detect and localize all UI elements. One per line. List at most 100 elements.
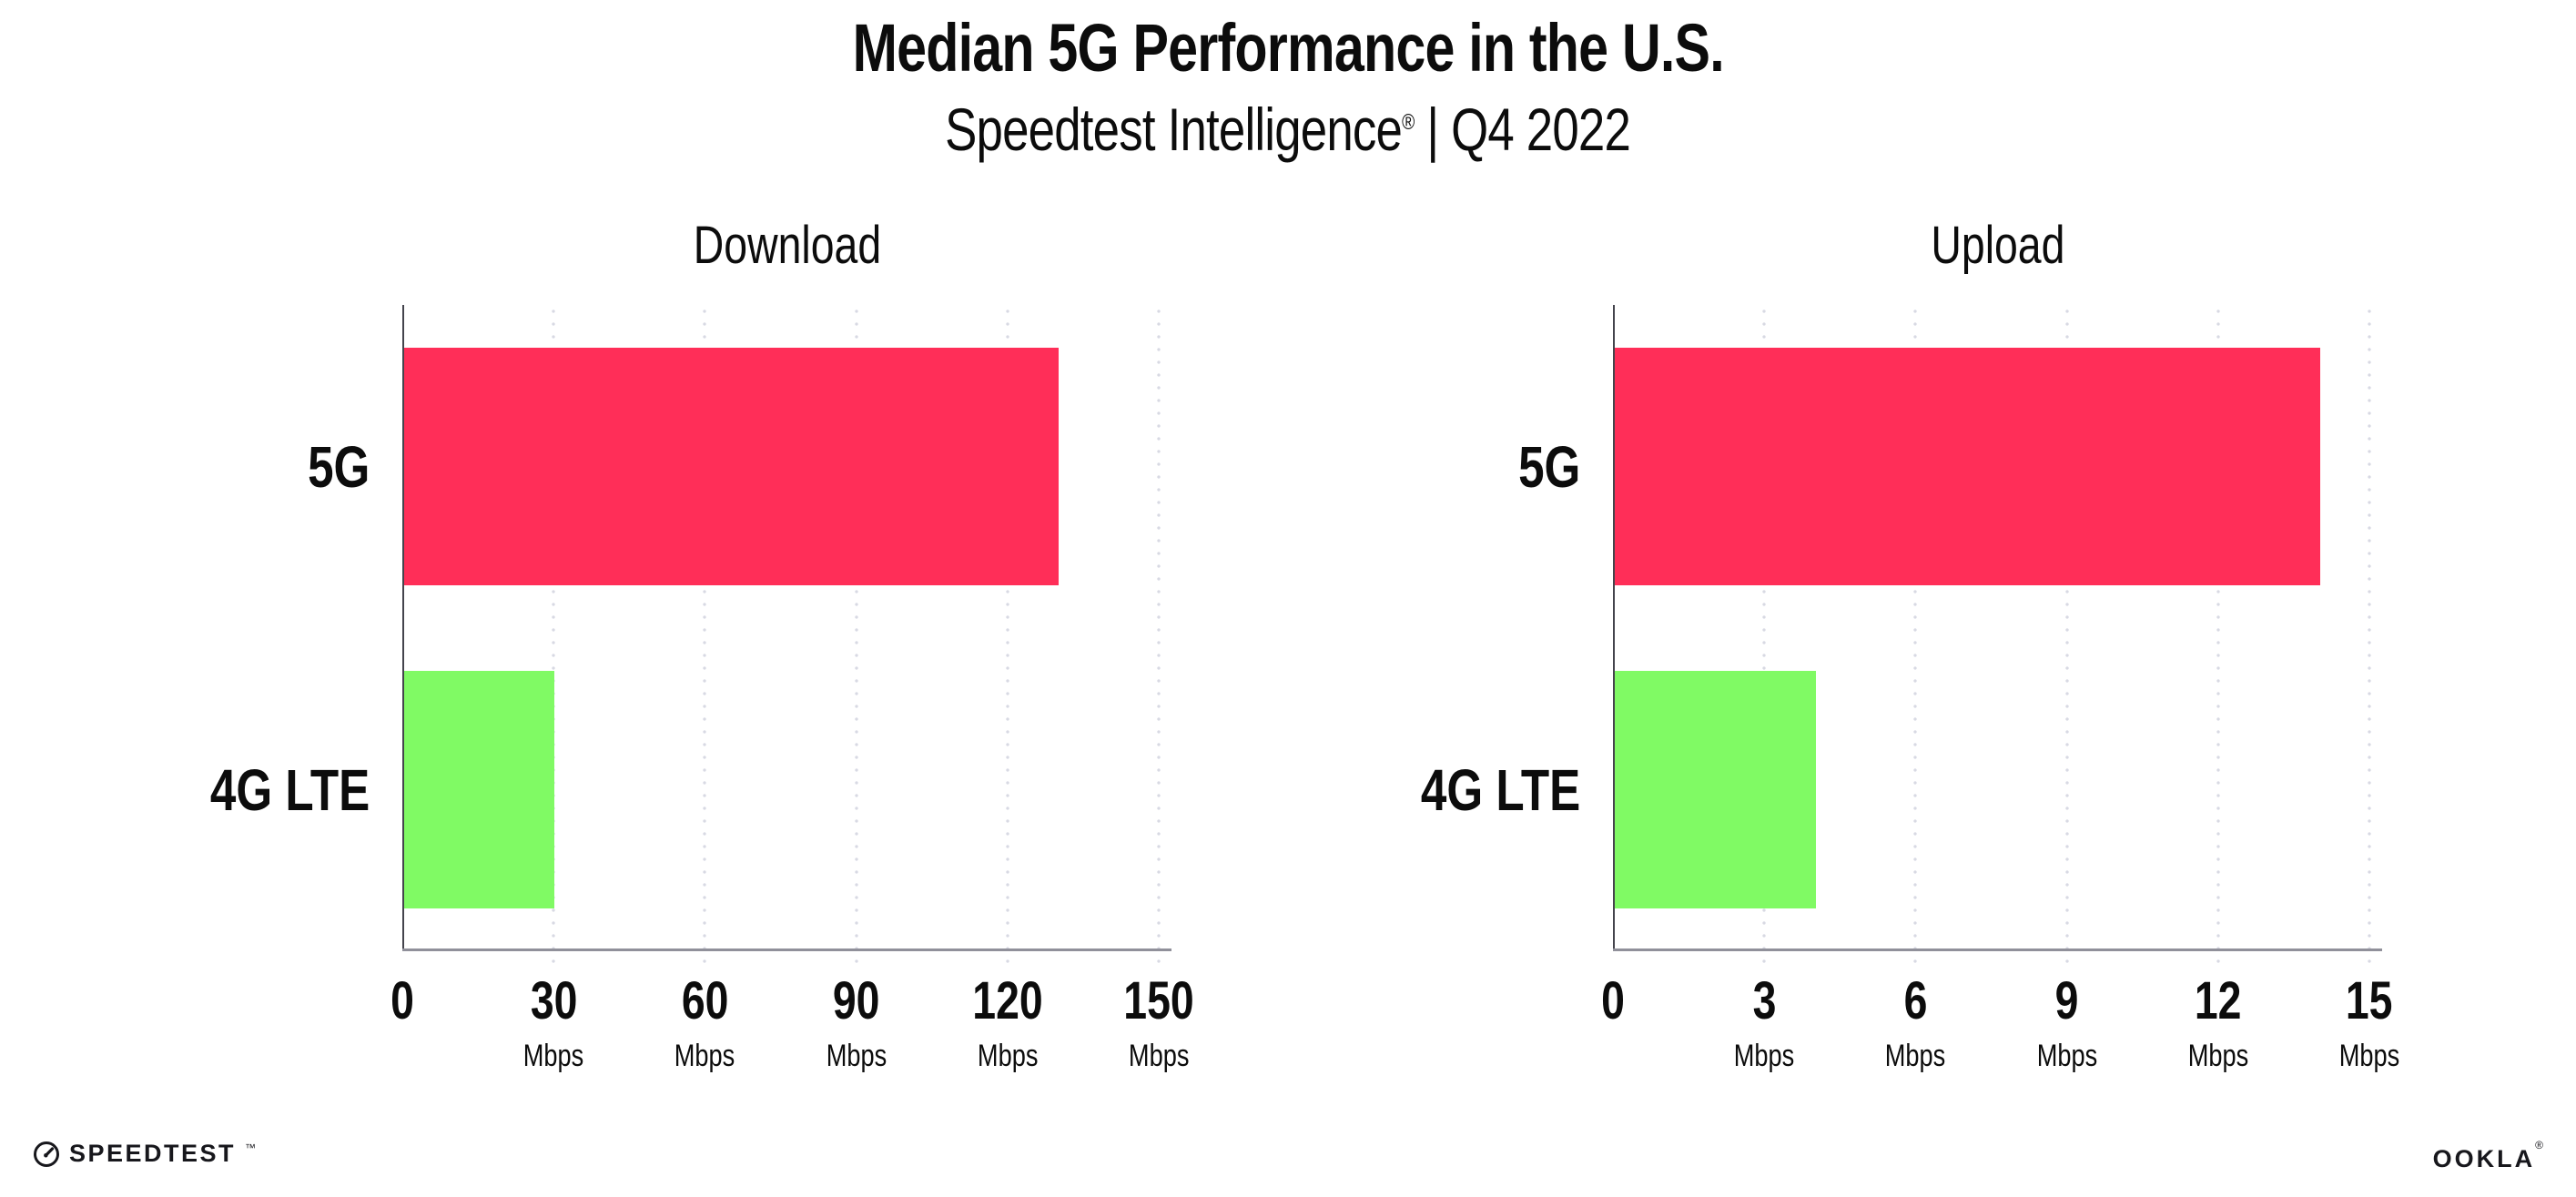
x-tick-value: 9: [2029, 975, 2104, 1028]
bar-5g-upload: [1614, 347, 2320, 586]
speedtest-trademark: ™: [245, 1141, 257, 1154]
x-tick-value-text: 0: [1601, 971, 1625, 1030]
speedtest-logo: SPEEDTEST ™: [33, 1140, 256, 1168]
download-x-axis-line: [402, 948, 1171, 951]
ookla-registered-mark: ®: [2535, 1139, 2543, 1151]
download-y-axis-line: [402, 305, 404, 951]
x-tick-value-text: 0: [390, 971, 414, 1030]
category-label-5g: 5G: [292, 305, 370, 628]
x-gridline-12: [2216, 305, 2220, 968]
x-tick-6: 6 Mbps: [1878, 975, 1953, 1072]
page-title: Median 5G Performance in the U.S.: [0, 13, 2576, 84]
page-subtitle: Speedtest Intelligence® | Q4 2022: [0, 96, 2576, 163]
x-gridline-60: [703, 305, 707, 968]
x-tick-value: 0: [388, 975, 417, 1028]
upload-y-axis-line: [1613, 305, 1615, 951]
x-tick-unit-text: Mbps: [1128, 1039, 1190, 1073]
x-tick-unit-text: Mbps: [1733, 1039, 1795, 1073]
x-tick-unit: Mbps: [1727, 1040, 1802, 1071]
page-subtitle-text: Speedtest Intelligence® | Q4 2022: [945, 95, 1632, 163]
x-tick-9: 9 Mbps: [2029, 975, 2104, 1072]
download-chart-title: Download: [693, 216, 881, 275]
x-tick-0: 0: [388, 975, 417, 1028]
x-tick-0: 0: [1598, 975, 1628, 1028]
x-tick-60: 60 Mbps: [667, 975, 743, 1072]
category-label-text: 5G: [1517, 433, 1580, 500]
bar-5g-download: [403, 347, 1060, 586]
x-tick-value: 90: [818, 975, 894, 1028]
ookla-logo: OOKLA®: [2432, 1139, 2543, 1173]
x-gridline-90: [854, 305, 858, 968]
report-header: Median 5G Performance in the U.S. Speedt…: [0, 13, 2576, 162]
x-tick-150: 150 Mbps: [1115, 975, 1203, 1072]
category-label-text: 4G LTE: [209, 756, 370, 823]
x-tick-value-text: 15: [2346, 971, 2393, 1030]
category-label-5g: 5G: [1503, 305, 1580, 628]
x-tick-unit: Mbps: [2332, 1040, 2408, 1071]
x-tick-value: 15: [2332, 975, 2408, 1028]
x-tick-value: 150: [1115, 975, 1203, 1028]
x-tick-value: 3: [1727, 975, 1802, 1028]
x-tick-unit: Mbps: [1878, 1040, 1953, 1071]
x-tick-unit: Mbps: [2029, 1040, 2104, 1071]
x-tick-value-text: 30: [530, 971, 578, 1030]
x-tick-unit: Mbps: [2180, 1040, 2256, 1071]
x-gridline-120: [1005, 305, 1009, 968]
x-tick-value-text: 120: [972, 971, 1043, 1030]
x-gridline-30: [552, 305, 556, 968]
x-tick-12: 12 Mbps: [2180, 975, 2256, 1072]
x-tick-3: 3 Mbps: [1727, 975, 1802, 1072]
bar-4g-lte-upload: [1614, 670, 1816, 909]
x-tick-unit: Mbps: [818, 1040, 894, 1071]
speedtest-gauge-icon: [34, 1141, 59, 1167]
subtitle-period: | Q4 2022: [1414, 95, 1632, 163]
x-tick-15: 15 Mbps: [2332, 975, 2408, 1072]
download-plot-area: Download 0 30 Mbps 60 Mbps 90 Mbps 120 Mbps 150 Mb…: [210, 216, 1194, 1071]
category-label-text: 5G: [307, 433, 370, 500]
x-tick-unit-text: Mbps: [674, 1039, 735, 1073]
x-tick-value: 60: [667, 975, 743, 1028]
x-tick-value-text: 6: [1903, 971, 1928, 1030]
x-tick-value-text: 150: [1123, 971, 1194, 1030]
category-label-text: 4G LTE: [1420, 756, 1580, 823]
subtitle-brand: Speedtest Intelligence: [945, 95, 1404, 163]
upload-x-axis-line: [1613, 948, 2382, 951]
x-tick-unit-text: Mbps: [826, 1039, 887, 1073]
upload-chart-title: Upload: [1930, 216, 2065, 275]
x-tick-unit-text: Mbps: [2187, 1039, 2249, 1073]
x-tick-value: 0: [1598, 975, 1628, 1028]
x-tick-120: 120 Mbps: [964, 975, 1052, 1072]
category-label-4g-lte: 4G LTE: [1381, 628, 1580, 951]
x-tick-value: 120: [964, 975, 1052, 1028]
x-gridline-150: [1157, 305, 1161, 968]
x-tick-value: 6: [1878, 975, 1953, 1028]
upload-plot-area: Upload 0 3 Mbps 6 Mbps 9 Mbps 12 Mbps 15 Mbps 5G 4G …: [1421, 216, 2400, 1071]
x-tick-unit-text: Mbps: [2338, 1039, 2400, 1073]
x-tick-value: 30: [516, 975, 592, 1028]
x-tick-unit: Mbps: [667, 1040, 743, 1071]
ookla-wordmark: OOKLA: [2432, 1145, 2536, 1172]
bar-4g-lte-download: [403, 670, 555, 909]
speedtest-wordmark: SPEEDTEST: [69, 1140, 237, 1167]
x-tick-unit-text: Mbps: [2036, 1039, 2097, 1073]
x-tick-value: 12: [2180, 975, 2256, 1028]
x-tick-value-text: 90: [832, 971, 880, 1030]
x-tick-unit-text: Mbps: [977, 1039, 1039, 1073]
x-gridline-15: [2368, 305, 2372, 968]
x-tick-30: 30 Mbps: [516, 975, 592, 1072]
x-tick-90: 90 Mbps: [818, 975, 894, 1072]
x-gridline-3: [1762, 305, 1767, 968]
x-tick-value-text: 60: [681, 971, 729, 1030]
x-tick-value-text: 3: [1752, 971, 1777, 1030]
x-tick-unit: Mbps: [1115, 1040, 1203, 1071]
category-label-4g-lte: 4G LTE: [170, 628, 370, 951]
x-tick-unit: Mbps: [516, 1040, 592, 1071]
x-tick-value-text: 9: [2054, 971, 2079, 1030]
registered-mark: ®: [1402, 109, 1415, 135]
x-tick-unit-text: Mbps: [1885, 1039, 1946, 1073]
x-tick-unit: Mbps: [964, 1040, 1052, 1071]
x-tick-unit-text: Mbps: [522, 1039, 584, 1073]
x-gridline-6: [1913, 305, 1918, 968]
page-title-text: Median 5G Performance in the U.S.: [852, 10, 1724, 86]
x-tick-value-text: 12: [2195, 971, 2242, 1030]
